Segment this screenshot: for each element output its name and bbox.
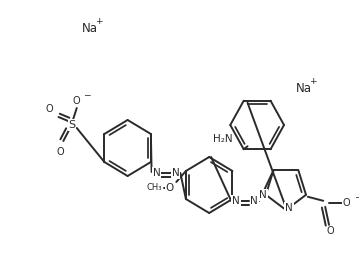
Text: N: N	[153, 168, 160, 178]
Text: CH₃: CH₃	[146, 184, 162, 192]
Text: O: O	[165, 183, 174, 193]
Text: N: N	[172, 168, 180, 178]
Text: +: +	[95, 17, 103, 27]
Text: −: −	[83, 91, 90, 99]
Text: O: O	[326, 226, 334, 236]
Text: O: O	[342, 198, 350, 208]
Text: N: N	[232, 196, 240, 206]
Text: O: O	[45, 104, 53, 114]
Text: O: O	[57, 147, 64, 157]
Text: N: N	[250, 196, 258, 206]
Text: N: N	[285, 203, 293, 213]
Text: S: S	[69, 120, 75, 130]
Text: N: N	[259, 190, 267, 200]
Text: +: +	[309, 77, 317, 87]
Text: Na: Na	[295, 81, 312, 95]
Text: −: −	[354, 192, 359, 201]
Text: Na: Na	[81, 21, 98, 35]
Text: O: O	[73, 96, 80, 106]
Text: H₂N: H₂N	[213, 134, 232, 144]
